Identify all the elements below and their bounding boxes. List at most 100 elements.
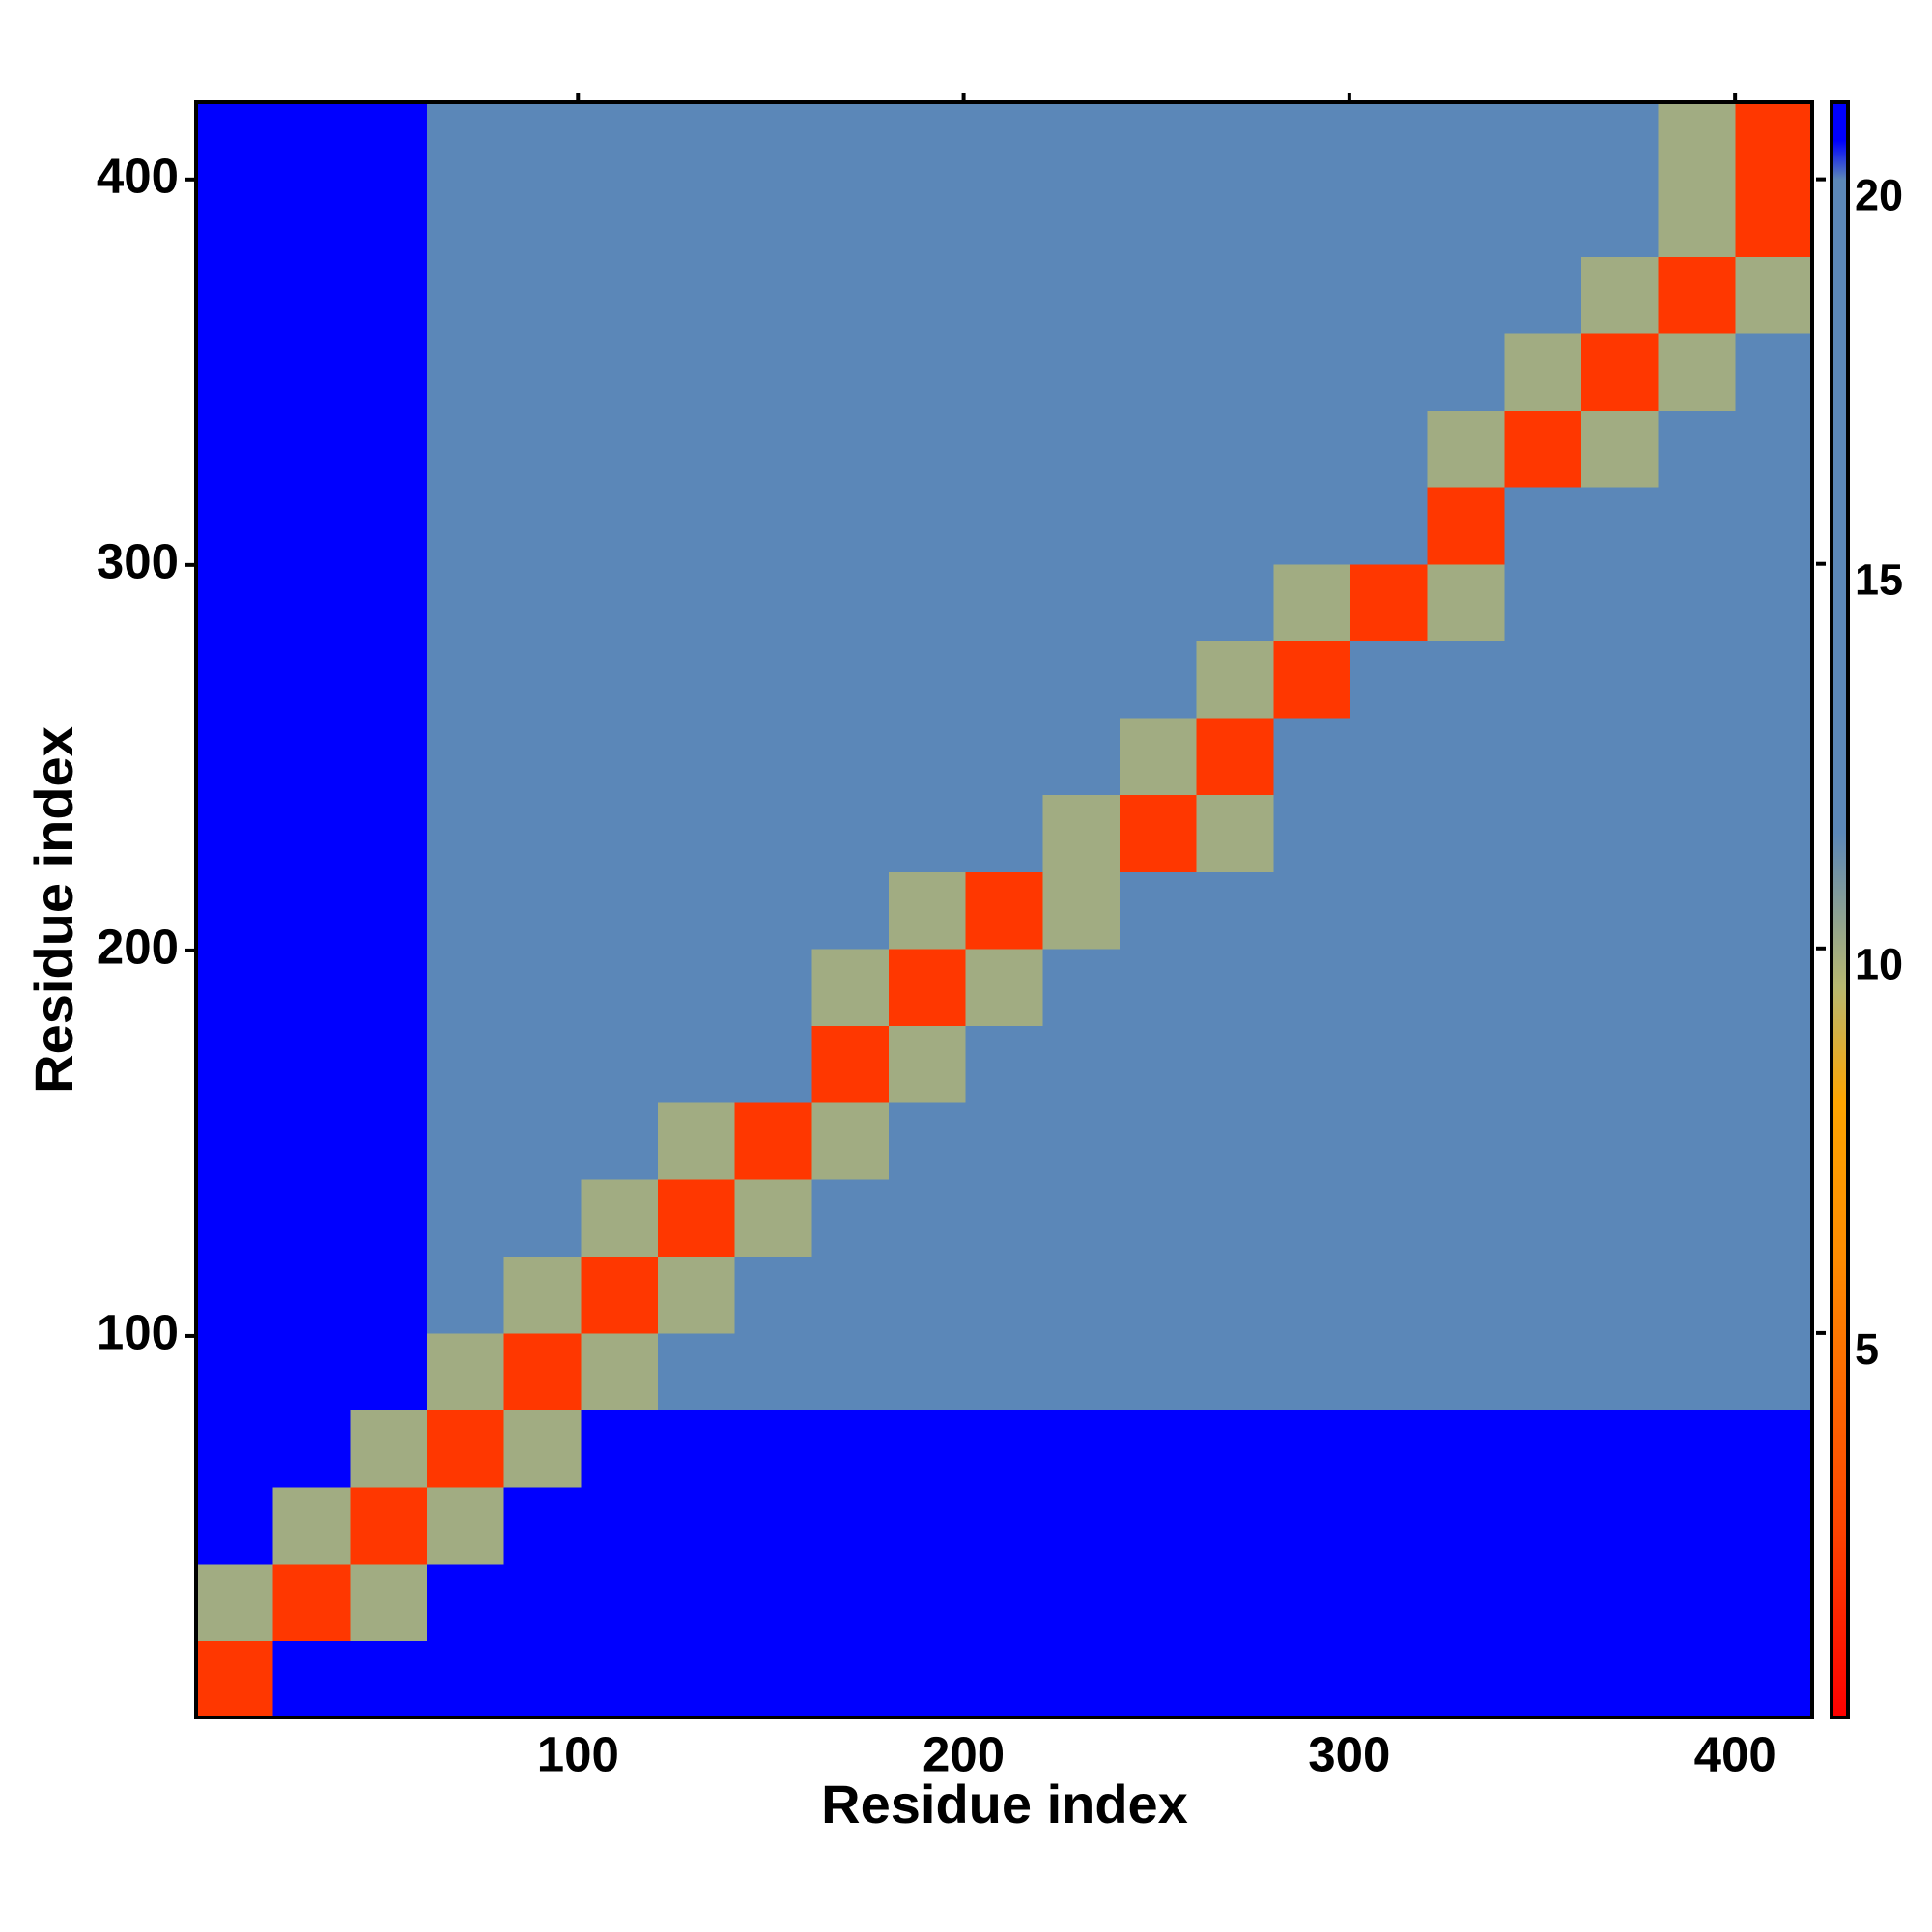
heatmap-cell	[658, 1025, 736, 1103]
heatmap-cell	[581, 410, 659, 488]
heatmap-cell	[1273, 256, 1351, 334]
heatmap-cell	[1427, 1179, 1505, 1257]
heatmap-cell	[1273, 794, 1351, 872]
heatmap-cell	[1658, 410, 1736, 488]
heatmap-cell	[1581, 640, 1660, 719]
heatmap-cell	[1735, 871, 1813, 950]
heatmap-cell	[658, 179, 736, 257]
heatmap-cell	[427, 179, 505, 257]
heatmap-cell	[196, 179, 274, 257]
heatmap-cell	[581, 1025, 659, 1103]
heatmap-cell	[889, 1102, 967, 1180]
heatmap-cell	[1735, 1332, 1813, 1411]
heatmap-cell	[734, 871, 812, 950]
heatmap-cell	[734, 717, 812, 796]
heatmap-cell	[427, 948, 505, 1027]
heatmap-cell	[1042, 871, 1121, 950]
heatmap-cell	[734, 1640, 812, 1719]
heatmap-cell	[1273, 1332, 1351, 1411]
heatmap-cell	[965, 717, 1043, 796]
heatmap-cell	[965, 1640, 1043, 1719]
heatmap-cell	[1350, 871, 1429, 950]
heatmap-cell	[350, 1179, 428, 1257]
heatmap-cell	[503, 871, 582, 950]
heatmap-cell	[427, 1563, 505, 1641]
heatmap-cell	[1504, 563, 1582, 641]
heatmap-cell	[734, 1256, 812, 1334]
heatmap-cell	[889, 1487, 967, 1565]
heatmap-cell	[1735, 256, 1813, 334]
heatmap-cell	[658, 640, 736, 719]
heatmap-cell	[1350, 1487, 1429, 1565]
heatmap-cell	[1427, 1487, 1505, 1565]
y-tick-label: 400	[97, 148, 179, 203]
heatmap-cell	[427, 332, 505, 412]
heatmap-cell	[503, 1640, 582, 1719]
heatmap-cell	[734, 487, 812, 565]
x-tick-label: 300	[1308, 1726, 1390, 1781]
heatmap-cell	[889, 1332, 967, 1411]
heatmap-cell	[1735, 640, 1813, 719]
heatmap-cell	[1735, 1025, 1813, 1103]
heatmap-cell	[503, 410, 582, 488]
heatmap-cell	[350, 640, 428, 719]
heatmap-cell	[1658, 256, 1736, 334]
heatmap-cell	[1120, 332, 1198, 412]
heatmap-cell	[1350, 948, 1429, 1027]
heatmap-cell	[196, 1102, 274, 1180]
heatmap-cell	[503, 1487, 582, 1565]
heatmap-cell	[350, 1025, 428, 1103]
heatmap-cell	[658, 717, 736, 796]
heatmap-cell	[1042, 1102, 1121, 1180]
heatmap-cell	[1273, 717, 1351, 796]
heatmap-cell	[1581, 1102, 1660, 1180]
colorbar-tick-label: 5	[1855, 1324, 1879, 1374]
heatmap-cell	[350, 1256, 428, 1334]
heatmap-cell	[503, 487, 582, 565]
heatmap-cell	[1273, 1102, 1351, 1180]
heatmap-cell	[1504, 794, 1582, 872]
heatmap-cell	[1581, 332, 1660, 412]
heatmap-cell	[1581, 1409, 1660, 1488]
heatmap-cell	[965, 1256, 1043, 1334]
heatmap-cell	[1196, 1409, 1274, 1488]
heatmap-cell	[1735, 1256, 1813, 1334]
heatmap-cell	[965, 256, 1043, 334]
heatmap-cell	[1120, 948, 1198, 1027]
heatmap-cell	[1581, 1332, 1660, 1411]
heatmap-cell	[196, 1487, 274, 1565]
heatmap-cell	[1350, 256, 1429, 334]
heatmap-cell	[1273, 563, 1351, 641]
heatmap-cell	[350, 1409, 428, 1488]
heatmap-cell	[1350, 717, 1429, 796]
heatmap-cell	[1196, 871, 1274, 950]
heatmap-cell	[196, 410, 274, 488]
heatmap-cell	[1273, 1640, 1351, 1719]
heatmap-cell	[1427, 1256, 1505, 1334]
heatmap-cell	[889, 563, 967, 641]
heatmap-cell	[1581, 794, 1660, 872]
heatmap-cell	[1350, 563, 1429, 641]
heatmap-cell	[272, 1332, 351, 1411]
heatmap-cell	[811, 871, 890, 950]
heatmap-cell	[581, 1256, 659, 1334]
heatmap-cell	[965, 1332, 1043, 1411]
colorbar-tick-label: 20	[1855, 171, 1903, 220]
heatmap-cell	[1581, 487, 1660, 565]
heatmap-cell	[1581, 410, 1660, 488]
heatmap-cell	[1196, 256, 1274, 334]
heatmap-cell	[889, 102, 967, 181]
heatmap-cell	[272, 1640, 351, 1719]
heatmap-cell	[658, 410, 736, 488]
heatmap-cell	[658, 1102, 736, 1180]
heatmap-cell	[734, 1563, 812, 1641]
heatmap-cell	[1735, 179, 1813, 257]
heatmap-cell	[734, 332, 812, 412]
heatmap-cell	[1350, 1179, 1429, 1257]
heatmap-cell	[734, 102, 812, 181]
heatmap-cell	[272, 1102, 351, 1180]
heatmap-cell	[889, 332, 967, 412]
heatmap-cell	[272, 1409, 351, 1488]
heatmap-cell	[1273, 1563, 1351, 1641]
